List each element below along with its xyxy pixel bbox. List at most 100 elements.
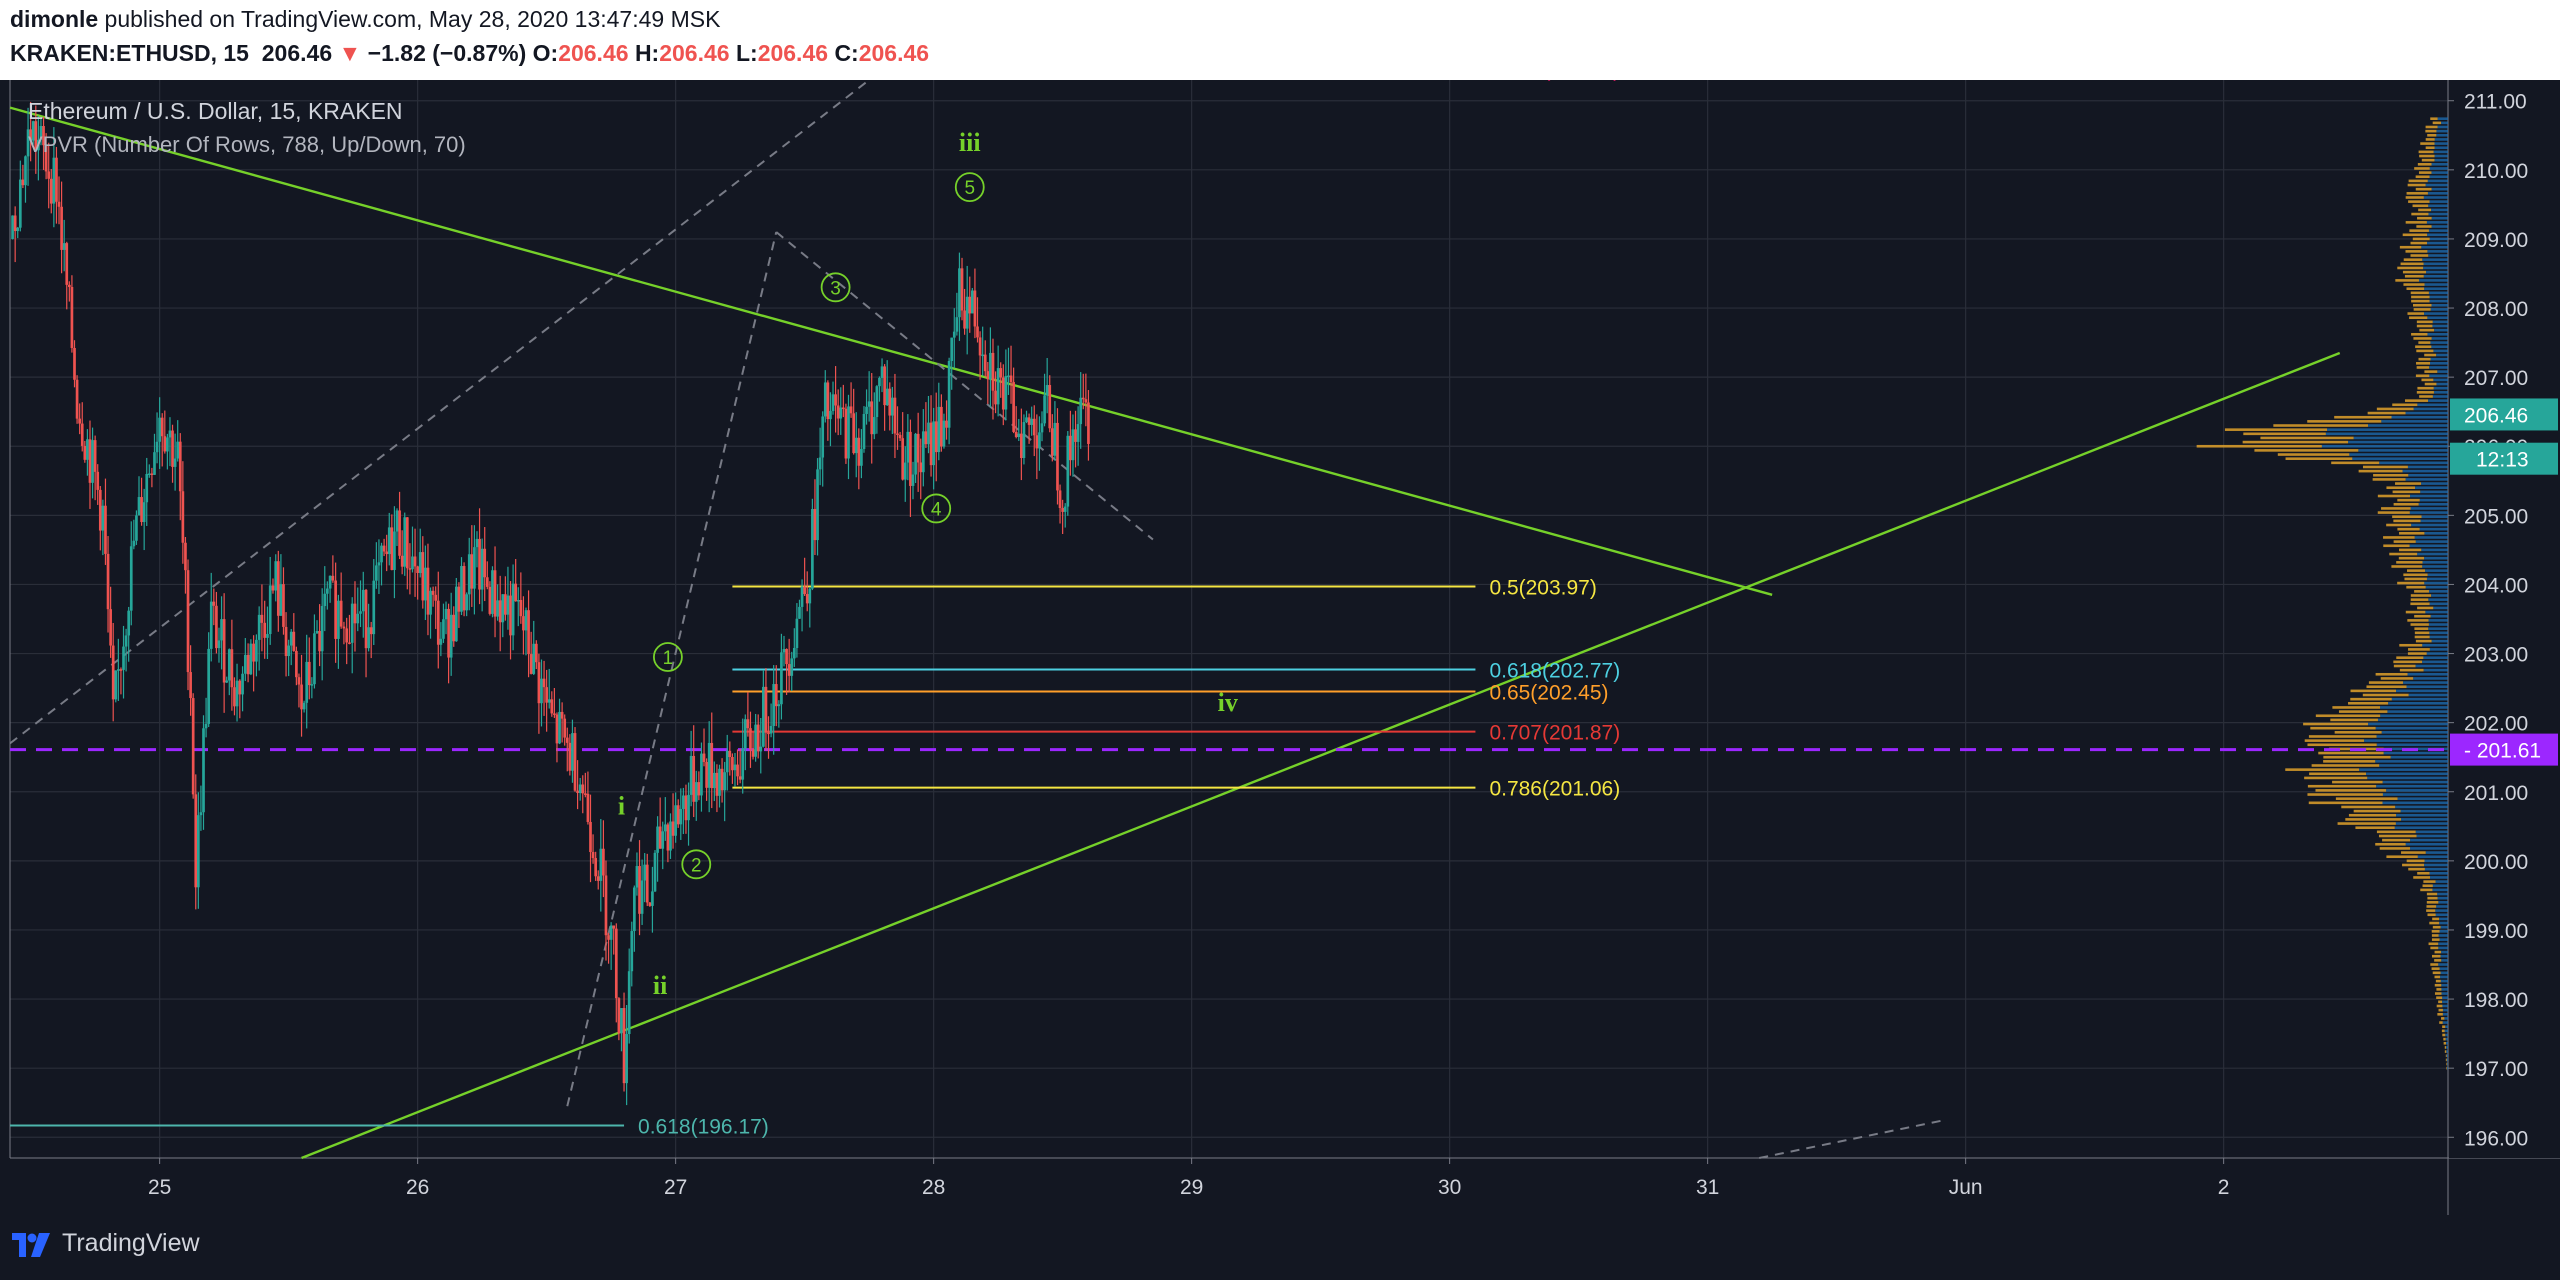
candle-body bbox=[163, 436, 167, 452]
vp-bar-down bbox=[2413, 876, 2431, 879]
vp-bar-down bbox=[2415, 639, 2432, 643]
candle-body bbox=[13, 215, 17, 232]
candle-body bbox=[867, 401, 871, 407]
vp-bar-up bbox=[2367, 776, 2448, 780]
vp-bar-up bbox=[2431, 337, 2448, 340]
vp-bar-up bbox=[2422, 565, 2448, 568]
candle-body bbox=[658, 826, 662, 849]
tradingview-logo-icon[interactable] bbox=[10, 1229, 54, 1268]
candle-body bbox=[811, 509, 814, 589]
candle-body bbox=[67, 284, 71, 287]
candle-body bbox=[1058, 490, 1062, 509]
candle-body bbox=[550, 699, 554, 714]
vp-bar-down bbox=[2435, 979, 2441, 983]
candle-body bbox=[447, 608, 450, 658]
candle-body bbox=[772, 684, 776, 727]
vp-bar-down bbox=[2304, 739, 2365, 742]
candle-body bbox=[870, 401, 874, 435]
vp-bar-up bbox=[2426, 577, 2448, 581]
candle-body bbox=[952, 331, 956, 338]
vp-bar-up bbox=[2429, 374, 2448, 378]
candle-body bbox=[390, 527, 394, 570]
candle-body bbox=[1045, 385, 1049, 396]
candle-body bbox=[798, 606, 801, 619]
wave-label: 4 bbox=[931, 499, 942, 520]
candle-body bbox=[150, 473, 154, 475]
vp-bar-up bbox=[2424, 859, 2448, 863]
candle-body bbox=[715, 772, 719, 796]
vp-bar-up bbox=[2424, 867, 2448, 871]
vp-bar-up bbox=[2420, 490, 2448, 494]
candle-body bbox=[560, 711, 564, 719]
candle-body bbox=[114, 670, 118, 700]
vp-bar-up bbox=[2415, 486, 2448, 490]
vp-bar-up bbox=[2432, 320, 2448, 324]
vp-bar-down bbox=[2330, 718, 2378, 722]
vp-bar-down bbox=[2407, 619, 2429, 622]
vp-bar-up bbox=[2428, 212, 2448, 216]
candle-body bbox=[754, 724, 757, 757]
indicator-legend[interactable]: VPVR (Number Of Rows, 788, Up/Down, 70) bbox=[28, 132, 466, 157]
vp-bar-down bbox=[2404, 577, 2427, 581]
candle-body bbox=[679, 808, 683, 825]
vp-bar-down bbox=[2441, 1029, 2445, 1033]
vp-bar-down bbox=[2439, 1021, 2443, 1024]
vp-bar-down bbox=[2419, 328, 2435, 332]
candle-body bbox=[1053, 422, 1057, 456]
price-chart[interactable]: 0.5(203.97) 0.618(202.77)0.65(202.45) 0.70… bbox=[0, 80, 2560, 1215]
vp-bar-down bbox=[2334, 415, 2392, 419]
candle-body bbox=[1007, 375, 1010, 378]
candle-body bbox=[1009, 375, 1013, 383]
chart-area[interactable]: 0.5(203.97) 0.618(202.77) 0.65(202.45) 0.70… bbox=[0, 80, 2560, 1215]
candle-body bbox=[808, 588, 812, 604]
candle-body bbox=[310, 684, 314, 686]
candle-body bbox=[545, 687, 548, 703]
vp-bar-down bbox=[2242, 440, 2349, 444]
candle-body bbox=[893, 397, 897, 434]
vp-bar-up bbox=[2445, 1037, 2448, 1041]
vp-bar-up bbox=[2441, 959, 2448, 962]
candle-body bbox=[927, 422, 930, 445]
vp-bar-down bbox=[2224, 428, 2328, 431]
vp-bar-up bbox=[2436, 129, 2448, 133]
open-value: 206.46 bbox=[558, 40, 629, 66]
vp-bar-up bbox=[2405, 478, 2448, 481]
candle-body bbox=[1025, 417, 1028, 423]
chart-legend-title[interactable]: Ethereum / U.S. Dollar, 15, KRAKEN bbox=[28, 98, 403, 124]
vp-bar-down bbox=[2431, 930, 2440, 933]
vp-bar-down bbox=[2422, 884, 2433, 888]
vp-bar-up bbox=[2395, 822, 2448, 825]
candle-body bbox=[710, 742, 714, 789]
candle-body bbox=[297, 677, 301, 685]
candle-body bbox=[80, 423, 84, 446]
vp-bar-down bbox=[2437, 1012, 2443, 1016]
dashed-trendline bbox=[9, 80, 870, 745]
candle-body bbox=[836, 405, 840, 419]
vp-bar-up bbox=[2447, 1062, 2448, 1066]
vp-bar-up bbox=[2431, 303, 2448, 307]
candle-body bbox=[413, 556, 417, 567]
vp-bar-down bbox=[2434, 983, 2442, 987]
vp-bar-up bbox=[2433, 386, 2448, 390]
vp-bar-up bbox=[2405, 842, 2448, 846]
vp-bar-down bbox=[2396, 656, 2424, 659]
vp-bar-down bbox=[2405, 610, 2426, 614]
price-tick-label: 204.00 bbox=[2464, 574, 2528, 597]
candle-body bbox=[62, 243, 66, 250]
candle-body bbox=[421, 552, 425, 601]
vp-bar-down bbox=[2243, 432, 2326, 436]
high-value: 206.46 bbox=[659, 40, 730, 66]
vp-bar-up bbox=[2421, 515, 2448, 519]
footer-brand[interactable]: TradingView bbox=[62, 1229, 200, 1257]
vp-bar-down bbox=[2423, 880, 2436, 883]
vp-bar-up bbox=[2442, 1021, 2448, 1024]
vp-bar-up bbox=[2427, 250, 2448, 253]
candle-body bbox=[834, 394, 837, 406]
symbol-label[interactable]: KRAKEN:ETHUSD, 15 bbox=[10, 40, 249, 66]
author-name[interactable]: dimonle bbox=[10, 6, 99, 32]
candle-body bbox=[705, 761, 708, 788]
vp-bar-down bbox=[2425, 125, 2438, 129]
vp-bar-down bbox=[2446, 1066, 2448, 1070]
vp-bar-down bbox=[2430, 963, 2439, 966]
candle-body bbox=[199, 812, 203, 816]
